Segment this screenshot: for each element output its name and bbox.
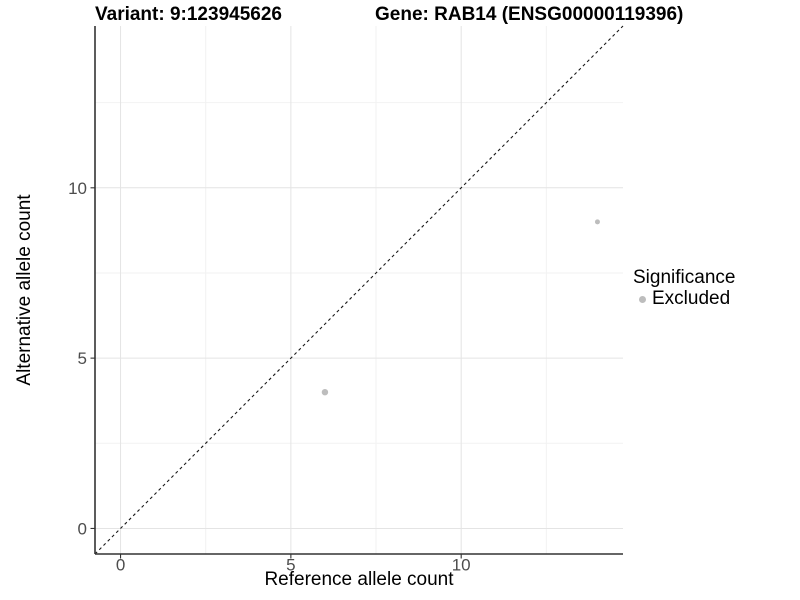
plot-title-gene: Gene: RAB14 (ENSG00000119396) — [375, 4, 684, 25]
legend-entry-excluded: Excluded — [633, 289, 735, 309]
data-point — [321, 388, 329, 396]
data-point — [594, 219, 600, 225]
y-tick-label: 10 — [68, 179, 87, 198]
identity-line — [94, 25, 624, 555]
x-tick-label: 5 — [286, 556, 295, 575]
legend-point-icon — [639, 295, 646, 303]
plot-title-variant: Variant: 9:123945626 — [95, 4, 282, 25]
x-axis-label: Reference allele count — [264, 569, 454, 590]
x-tick-label: 10 — [452, 556, 471, 575]
legend: Significance Excluded — [633, 267, 735, 309]
y-tick-label: 5 — [78, 349, 87, 368]
y-tick-label: 0 — [78, 519, 87, 538]
legend-entry-label: Excluded — [652, 288, 731, 309]
legend-title: Significance — [633, 267, 736, 288]
y-axis-label: Alternative allele count — [14, 194, 35, 386]
x-tick-label: 0 — [116, 556, 125, 575]
